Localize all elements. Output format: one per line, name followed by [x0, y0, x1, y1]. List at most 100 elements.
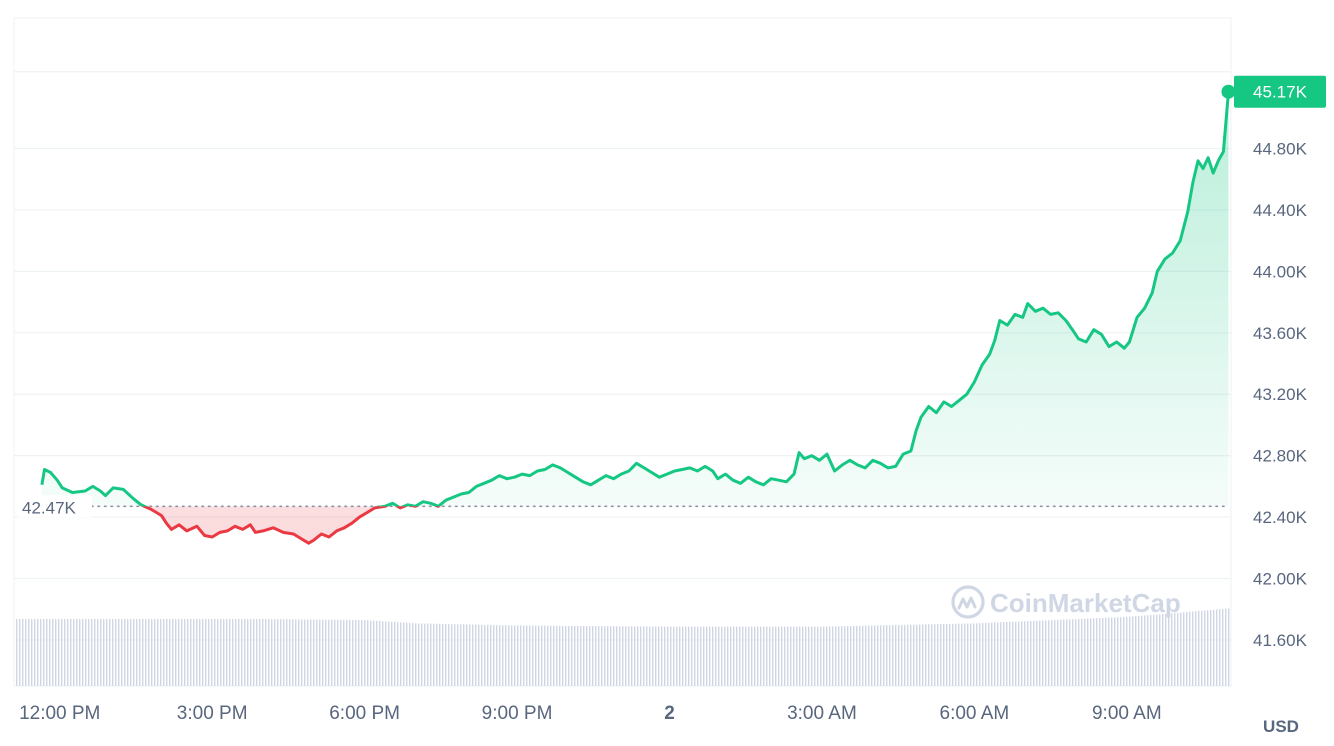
- x-tick-label: 9:00 PM: [482, 703, 553, 724]
- volume-bar: [1108, 617, 1110, 686]
- volume-bar: [880, 625, 882, 686]
- volume-bar: [1129, 616, 1131, 686]
- volume-bar: [553, 625, 555, 686]
- volume-bar: [778, 626, 780, 686]
- volume-bar: [73, 619, 75, 686]
- volume-bar: [1075, 619, 1077, 686]
- x-tick-label: 2: [664, 703, 675, 724]
- volume-bar: [805, 626, 807, 686]
- price-area-fills: [41, 91, 1229, 544]
- volume-bar: [907, 624, 909, 686]
- volume-bar: [691, 626, 693, 686]
- volume-bar: [415, 623, 417, 686]
- volume-bar: [286, 619, 288, 686]
- volume-bar: [628, 626, 630, 686]
- volume-bar: [973, 623, 975, 686]
- volume-bar: [811, 626, 813, 686]
- volume-bar: [625, 626, 627, 686]
- volume-bar: [646, 626, 648, 686]
- volume-bar: [526, 625, 528, 686]
- volume-bar: [436, 623, 438, 686]
- volume-bar: [532, 625, 534, 686]
- volume-bar: [1048, 620, 1050, 686]
- volume-bar: [1057, 619, 1059, 686]
- volume-bar: [130, 619, 132, 686]
- volume-bar: [505, 625, 507, 686]
- volume-bar: [382, 621, 384, 686]
- y-tick-label: 44.80K: [1253, 140, 1308, 159]
- volume-bar: [817, 626, 819, 686]
- volume-bar: [769, 626, 771, 686]
- volume-bar: [937, 624, 939, 686]
- volume-bar: [757, 626, 759, 686]
- x-tick-label: 6:00 PM: [329, 703, 400, 724]
- volume-bar: [886, 625, 888, 686]
- volume-bar: [1189, 611, 1191, 686]
- volume-bar: [685, 626, 687, 686]
- volume-bar: [703, 626, 705, 686]
- volume-bar: [535, 625, 537, 686]
- volume-bar: [889, 625, 891, 686]
- volume-bar: [601, 626, 603, 686]
- current-price-dot: [1221, 84, 1236, 99]
- volume-bar: [859, 625, 861, 686]
- volume-bar: [772, 626, 774, 686]
- volume-bar: [28, 619, 30, 686]
- volume-bar: [700, 626, 702, 686]
- volume-bar: [1105, 617, 1107, 686]
- volume-bar: [1030, 620, 1032, 686]
- volume-bar: [940, 624, 942, 686]
- volume-bar: [199, 619, 201, 686]
- volume-bar: [892, 625, 894, 686]
- coinmarketcap-logo-icon: [951, 585, 985, 619]
- volume-bar: [139, 619, 141, 686]
- x-tick-label: 6:00 AM: [940, 703, 1010, 724]
- volume-bar: [664, 626, 666, 686]
- volume-bar: [631, 626, 633, 686]
- volume-bar: [1006, 622, 1008, 686]
- volume-bar: [1174, 612, 1176, 686]
- volume-bar: [124, 619, 126, 686]
- volume-bar: [898, 624, 900, 686]
- volume-bar: [253, 619, 255, 686]
- volume-bar: [322, 619, 324, 686]
- volume-bar: [1168, 613, 1170, 686]
- volume-bar: [349, 619, 351, 686]
- volume-bar: [742, 626, 744, 686]
- volume-bar: [115, 619, 117, 686]
- volume-bar: [688, 626, 690, 686]
- volume-bar: [1066, 619, 1068, 686]
- volume-bar: [76, 619, 78, 686]
- volume-bar: [670, 626, 672, 686]
- volume-bar: [850, 626, 852, 686]
- volume-bar: [1192, 611, 1194, 686]
- volume-bar: [91, 619, 93, 686]
- price-line-up: [40, 91, 1230, 507]
- volume-bar: [181, 619, 183, 686]
- volume-bar: [394, 621, 396, 686]
- volume-bar: [739, 626, 741, 686]
- volume-bar: [718, 626, 720, 686]
- volume-bar: [1090, 618, 1092, 686]
- volume-bar: [445, 623, 447, 686]
- volume-bar: [223, 619, 225, 686]
- volume-bar: [1183, 612, 1185, 686]
- volume-bar: [580, 625, 582, 686]
- volume-bar: [1156, 614, 1158, 686]
- volume-bar: [1210, 609, 1212, 686]
- volume-bar: [619, 626, 621, 686]
- volume-bar: [331, 619, 333, 686]
- volume-bar: [643, 626, 645, 686]
- volume-bar: [355, 620, 357, 686]
- volume-bar: [565, 625, 567, 686]
- volume-bar: [556, 625, 558, 686]
- volume-bar: [43, 619, 45, 686]
- volume-bar: [52, 619, 54, 686]
- volume-bar: [1126, 616, 1128, 686]
- y-tick-label: 43.20K: [1253, 385, 1308, 404]
- open-price-label: 42.47K: [18, 495, 92, 518]
- volume-bar: [838, 626, 840, 686]
- volume-bar: [397, 622, 399, 686]
- volume-bar: [841, 626, 843, 686]
- volume-bar: [427, 623, 429, 686]
